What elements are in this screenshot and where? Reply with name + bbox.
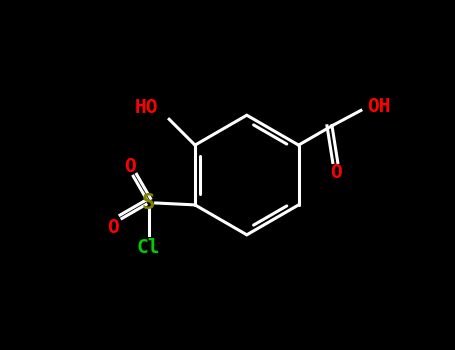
Text: Cl: Cl [137, 238, 161, 257]
Text: HO: HO [135, 98, 158, 117]
Text: OH: OH [367, 97, 390, 116]
Text: S: S [142, 193, 156, 213]
Text: O: O [125, 156, 136, 176]
Text: O: O [330, 163, 342, 182]
Text: O: O [107, 218, 119, 237]
